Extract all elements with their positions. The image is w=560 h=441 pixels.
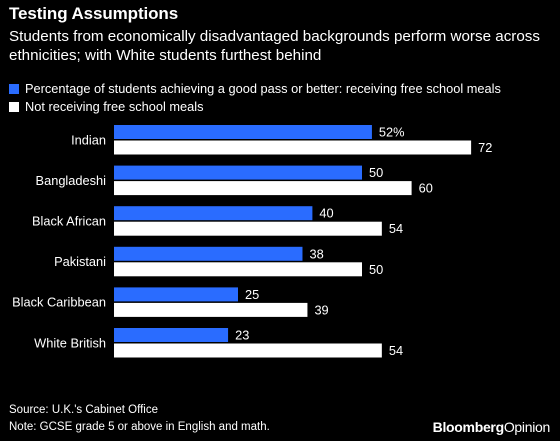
data-label-black-caribbean-free-meals: 25 — [245, 287, 259, 302]
legend-item-free-meals: Percentage of students achieving a good … — [9, 81, 501, 96]
source-note: Source: U.K.'s Cabinet Office — [9, 404, 158, 416]
category-label-black-caribbean: Black Caribbean — [12, 295, 106, 310]
bar-black-caribbean-free-meals — [114, 287, 238, 302]
data-label-bangladeshi-not-free-meals: 60 — [419, 181, 433, 196]
category-label-black-african: Black African — [32, 213, 106, 228]
bar-white-british-not-free-meals — [114, 343, 382, 358]
legend-swatch-free-meals — [9, 83, 19, 94]
data-label-black-african-not-free-meals: 54 — [389, 221, 403, 236]
category-label-indian: Indian — [71, 132, 106, 147]
category-label-white-british: White British — [34, 335, 106, 350]
legend-item-not-free-meals: Not receiving free school meals — [9, 99, 204, 114]
data-label-black-caribbean-not-free-meals: 39 — [314, 302, 328, 317]
data-label-black-african-free-meals: 40 — [319, 206, 333, 221]
data-label-indian-free-meals: 52% — [379, 125, 405, 140]
bar-pakistani-not-free-meals — [114, 262, 362, 277]
bar-black-african-free-meals — [114, 206, 313, 221]
bar-black-caribbean-not-free-meals — [114, 302, 308, 317]
bar-black-african-not-free-meals — [114, 221, 382, 236]
chart-title: Testing Assumptions — [9, 4, 179, 23]
legend-label-free-meals: Percentage of students achieving a good … — [25, 81, 501, 96]
brand-part1: Bloomberg — [432, 419, 505, 435]
bar-pakistani-free-meals — [114, 246, 303, 261]
bar-white-british-free-meals — [114, 328, 229, 342]
category-label-bangladeshi: Bangladeshi — [36, 173, 106, 188]
data-label-white-british-not-free-meals: 54 — [389, 343, 403, 358]
data-label-indian-not-free-meals: 72 — [478, 140, 492, 155]
legend-label-not-free-meals: Not receiving free school meals — [25, 99, 204, 114]
bar-indian-not-free-meals — [114, 140, 472, 155]
brand-logo: BloombergOpinion — [432, 419, 551, 435]
chart-subtitle: Students from economically disadvantaged… — [9, 28, 540, 64]
data-label-pakistani-free-meals: 38 — [309, 246, 323, 261]
data-label-bangladeshi-free-meals: 50 — [369, 165, 383, 180]
category-label-pakistani: Pakistani — [54, 254, 106, 269]
brand-part2: Opinion — [503, 419, 550, 435]
bar-bangladeshi-free-meals — [114, 165, 362, 180]
legend-swatch-not-free-meals — [9, 101, 19, 112]
bar-indian-free-meals — [114, 125, 372, 139]
data-label-pakistani-not-free-meals: 50 — [369, 262, 383, 277]
bar-bangladeshi-not-free-meals — [114, 181, 412, 196]
footnote: Note: GCSE grade 5 or above in English a… — [9, 421, 270, 433]
data-label-white-british-free-meals: 23 — [235, 328, 249, 343]
